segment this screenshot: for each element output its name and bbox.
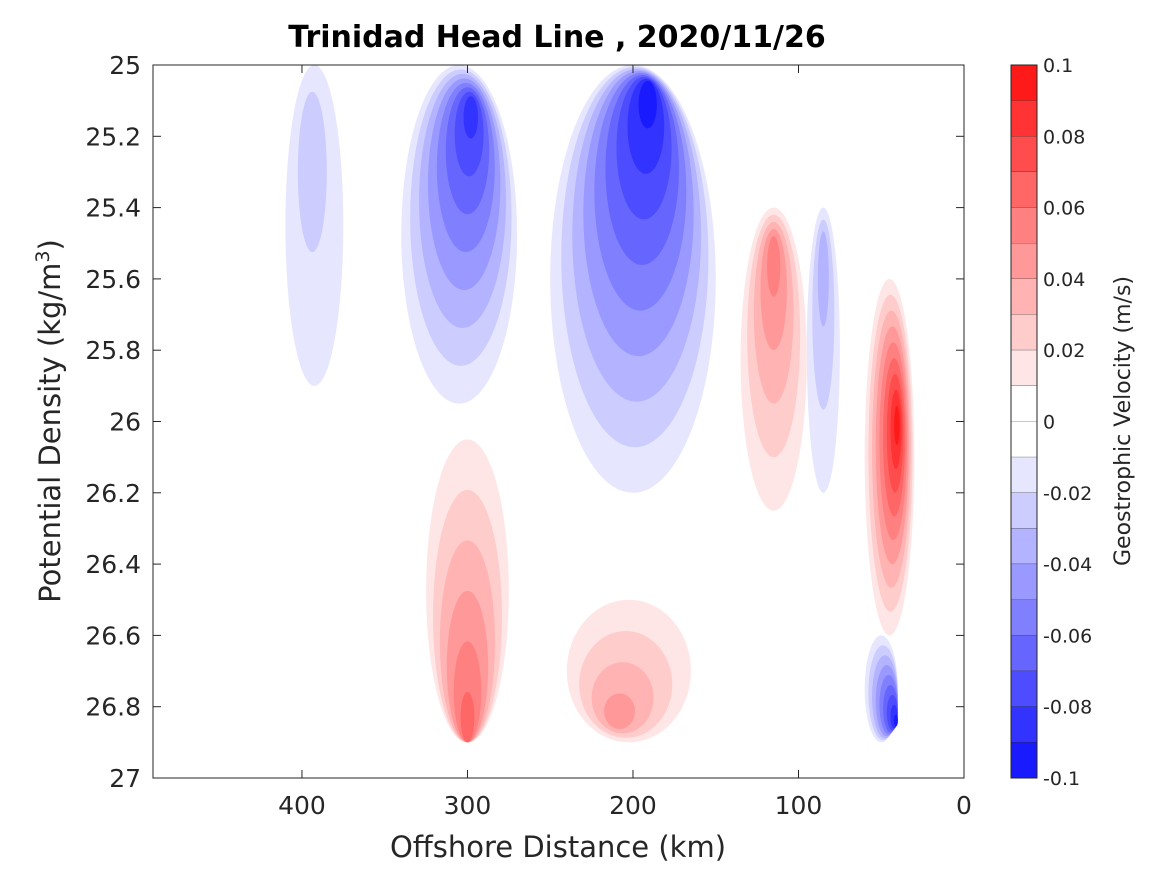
colorbar-tick-label: 0.02 <box>1043 340 1085 362</box>
colorbar-tick-label: 0.08 <box>1043 126 1085 148</box>
colorbar-swatch <box>1011 599 1037 636</box>
colorbar-tick-label: -0.04 <box>1043 554 1092 576</box>
y-axis: 25 25.2 25.4 25.6 25.8 26 26.2 26.4 26.6 26.8 27 <box>85 51 964 793</box>
y-tick-label: 25.4 <box>85 194 141 223</box>
plot-background <box>153 65 964 778</box>
y-tick-label: 25 <box>109 51 141 80</box>
contour-band <box>460 691 475 743</box>
colorbar-frame <box>1010 64 1038 779</box>
y-tick-label: 26.4 <box>85 550 141 579</box>
colorbar-tick-label: -0.02 <box>1043 483 1092 505</box>
colorbar-swatch <box>1011 100 1037 137</box>
colorbar-swatch <box>1011 457 1037 494</box>
y-axis-title: Potential Density (kg/m3) <box>32 239 67 603</box>
colorbar-tick-label: 0.06 <box>1043 198 1085 220</box>
y-tick-label: 26.8 <box>85 693 141 722</box>
contour-band <box>638 80 657 129</box>
colorbar-swatch <box>1011 278 1037 316</box>
colorbar-swatch <box>1011 564 1037 601</box>
colorbar-swatch <box>1011 635 1037 672</box>
colorbar-swatch <box>1011 706 1037 743</box>
x-tick-label: 400 <box>278 791 326 820</box>
colorbar-swatch <box>1011 421 1037 458</box>
chart-title: Trinidad Head Line , 2020/11/26 <box>288 20 825 55</box>
colorbar-swatch <box>1011 171 1037 209</box>
colorbar-swatch <box>1011 136 1037 173</box>
x-axis-title: Offshore Distance (km) <box>390 830 726 864</box>
y-tick-label: 26.6 <box>85 621 141 650</box>
colorbar-swatch <box>1011 350 1037 387</box>
colorbar-swatch <box>1011 65 1037 102</box>
x-tick-label: 100 <box>775 791 823 820</box>
y-tick-label: 25.6 <box>85 265 141 294</box>
x-tick-label: 0 <box>956 791 972 820</box>
contour-band <box>463 96 479 139</box>
contour-fill <box>285 65 915 743</box>
colorbar-tick-label: 0 <box>1043 412 1055 434</box>
colorbar-swatch <box>1011 243 1037 280</box>
colorbar-tick-label: 0.1 <box>1043 55 1073 77</box>
x-tick-label: 200 <box>609 791 657 820</box>
x-axis: 400 300 200 100 0 <box>278 65 972 820</box>
colorbar-swatch <box>1011 385 1037 422</box>
contour-band <box>893 714 898 727</box>
colorbar-title: Geostrophic Velocity (m/s) <box>1111 276 1136 566</box>
y-tick-label: 27 <box>109 764 141 793</box>
colorbar-swatch <box>1011 207 1037 244</box>
colorbar: 0.1 0.08 0.06 0.04 0.02 0 -0.02 -0.04 -0.06 -0.08… <box>1010 55 1092 790</box>
colorbar-swatch <box>1011 671 1037 708</box>
colorbar-swatch <box>1011 492 1037 529</box>
contour-band <box>297 91 327 253</box>
colorbar-tick-label: -0.08 <box>1043 697 1092 719</box>
colorbar-tick-label: -0.06 <box>1043 625 1092 647</box>
contour-band <box>604 693 636 729</box>
y-tick-label: 26 <box>109 408 141 437</box>
contour-band <box>894 405 900 446</box>
colorbar-tick-label: 0.04 <box>1043 269 1085 291</box>
contour-band <box>767 236 781 297</box>
y-tick-label: 25.8 <box>85 336 141 365</box>
y-tick-label: 25.2 <box>85 122 141 151</box>
colorbar-tick-label: -0.1 <box>1043 768 1080 790</box>
contour-band <box>817 231 829 327</box>
colorbar-swatch <box>1011 742 1037 779</box>
colorbar-swatch <box>1011 314 1037 351</box>
y-tick-label: 26.2 <box>85 479 141 508</box>
x-tick-label: 300 <box>444 791 492 820</box>
colorbar-swatch <box>1011 528 1037 565</box>
